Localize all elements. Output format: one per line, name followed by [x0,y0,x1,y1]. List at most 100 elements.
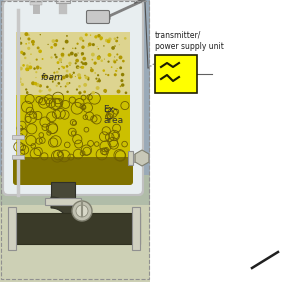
Circle shape [61,53,64,56]
Circle shape [121,73,124,76]
Circle shape [57,61,59,64]
Circle shape [28,34,29,36]
Circle shape [39,84,42,87]
Circle shape [61,54,64,58]
Circle shape [97,46,98,47]
Circle shape [77,67,79,69]
Circle shape [36,83,39,87]
Circle shape [114,56,115,58]
Polygon shape [135,150,149,166]
Circle shape [58,68,60,70]
Circle shape [26,68,29,71]
Circle shape [97,56,101,60]
Text: Ex-
area: Ex- area [103,105,123,125]
Circle shape [22,64,25,67]
Circle shape [33,67,36,70]
Text: transmitter/
power supply unit: transmitter/ power supply unit [155,31,224,51]
Bar [0,0,150,175]
Circle shape [48,88,51,92]
Circle shape [107,61,110,63]
Circle shape [72,74,73,75]
Circle shape [18,37,21,40]
Circle shape [31,40,35,44]
Circle shape [115,39,118,42]
Circle shape [36,67,39,70]
Circle shape [26,92,29,94]
Circle shape [116,37,118,39]
Circle shape [107,74,109,76]
Circle shape [90,34,91,36]
Circle shape [41,75,44,78]
Circle shape [94,72,96,74]
Bar [12,135,24,139]
Circle shape [25,67,29,71]
Circle shape [92,59,93,61]
Circle shape [90,67,92,69]
Circle shape [34,82,37,85]
Circle shape [19,42,22,45]
Circle shape [69,75,73,78]
Circle shape [77,52,79,54]
Circle shape [46,86,49,88]
Circle shape [104,59,105,60]
Circle shape [108,38,112,41]
Circle shape [92,43,95,46]
Circle shape [62,76,66,79]
Circle shape [36,65,39,69]
Circle shape [24,32,28,36]
Circle shape [66,82,69,85]
Circle shape [100,38,102,40]
Circle shape [61,78,63,81]
Circle shape [117,68,118,69]
Bar [16,95,130,160]
Circle shape [98,78,100,79]
Circle shape [39,90,42,93]
Circle shape [68,82,70,84]
Circle shape [95,78,98,80]
Circle shape [62,66,65,69]
Circle shape [66,91,69,93]
Circle shape [35,71,37,73]
Circle shape [120,79,123,82]
Circle shape [111,66,113,68]
Circle shape [85,76,88,79]
Circle shape [83,91,86,93]
FancyBboxPatch shape [3,0,143,195]
Circle shape [17,40,20,42]
Circle shape [25,88,27,91]
Circle shape [98,79,101,82]
Circle shape [125,91,127,94]
Circle shape [113,60,116,63]
Circle shape [20,81,21,83]
Circle shape [102,69,105,72]
Circle shape [105,92,106,93]
Bar [30,0,42,1]
Circle shape [76,205,88,217]
Circle shape [24,57,26,59]
Circle shape [25,43,27,45]
Circle shape [61,61,62,63]
Circle shape [119,85,121,87]
FancyBboxPatch shape [13,157,133,185]
Circle shape [105,74,107,75]
Circle shape [55,56,58,58]
Circle shape [114,73,117,76]
Circle shape [58,58,62,62]
Circle shape [60,86,62,87]
Bar [1,1,149,279]
Circle shape [76,43,79,45]
Circle shape [99,56,100,57]
Circle shape [107,39,110,43]
Bar [10,213,140,244]
Circle shape [87,78,89,81]
Circle shape [97,34,101,38]
Circle shape [66,35,68,37]
Circle shape [85,33,88,36]
Bar [8,207,16,250]
Circle shape [78,76,81,79]
Circle shape [84,62,87,65]
Circle shape [113,60,116,62]
Circle shape [105,39,108,42]
Circle shape [84,75,86,76]
Circle shape [22,52,26,56]
